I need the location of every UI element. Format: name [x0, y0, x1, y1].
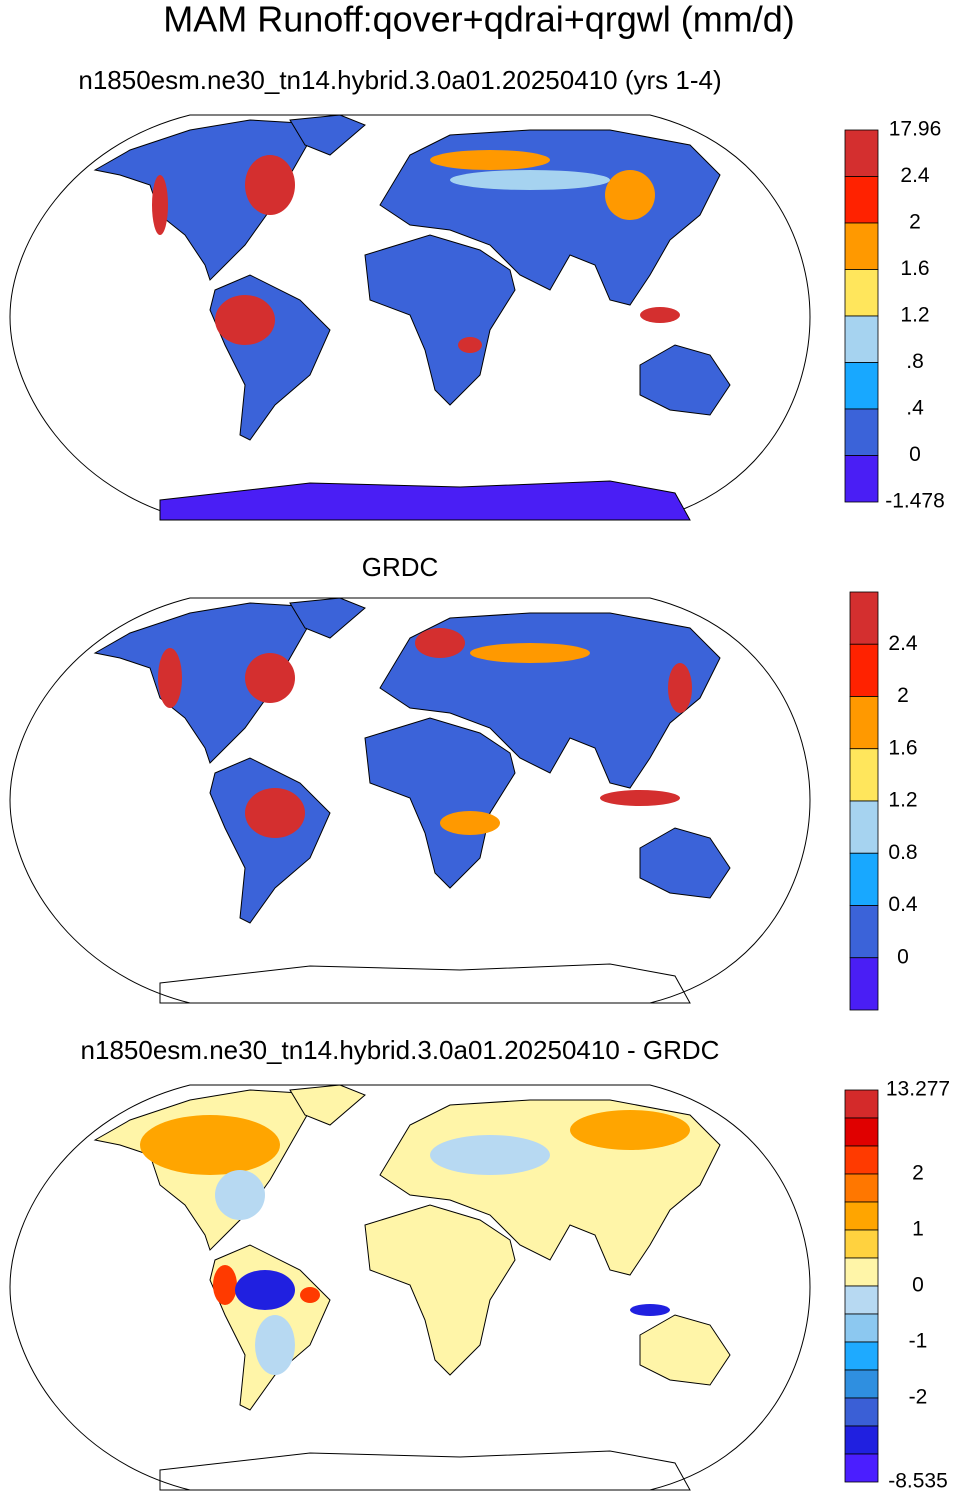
colorbar-swatch [849, 957, 879, 1011]
colorbar-swatch [849, 905, 879, 959]
colorbar-swatch [844, 1173, 879, 1203]
colorbar-swatch [844, 1453, 879, 1483]
colorbar-swatch [844, 269, 879, 317]
panel-title: GRDC [362, 552, 439, 582]
colorbar-label: 2 [897, 684, 909, 707]
colorbar-label: 0 [909, 443, 921, 466]
figure-title: MAM Runoff:qover+qdrai+qrgwl (mm/d) [163, 0, 795, 40]
colorbar-swatch [844, 408, 879, 456]
colorbar-swatch [844, 176, 879, 224]
colorbar-swatch [849, 800, 879, 854]
colorbar-label: 2 [909, 211, 921, 234]
colorbar-swatch [844, 1257, 879, 1287]
colorbar-swatch [844, 1369, 879, 1399]
colorbar-swatch [844, 1117, 879, 1147]
colorbar-label: 1.6 [900, 257, 929, 280]
colorbar-swatch [844, 1285, 879, 1315]
colorbar-label: -8.535 [888, 1470, 948, 1492]
colorbar-label: 2.4 [888, 632, 918, 655]
colorbar-swatch [844, 1229, 879, 1259]
colorbar-swatch [844, 1145, 879, 1175]
colorbar-swatch [844, 1201, 879, 1231]
colorbar-label: 0 [897, 945, 909, 968]
colorbar-swatch [844, 222, 879, 270]
panel-title: n1850esm.ne30_tn14.hybrid.3.0a01.2025041… [78, 65, 721, 95]
colorbar-swatch [844, 315, 879, 363]
colorbar-swatch [849, 696, 879, 750]
colorbar-swatch [844, 1425, 879, 1455]
colorbar-label: 1.2 [900, 304, 929, 327]
colorbar-swatch [849, 591, 879, 645]
colorbar-label: 13.277 [886, 1078, 950, 1101]
colorbar-swatch [849, 643, 879, 697]
colorbar-swatch [844, 1397, 879, 1427]
colorbar-swatch [849, 852, 879, 906]
colorbar-label: 0.4 [888, 893, 918, 916]
colorbar-swatch [844, 1341, 879, 1371]
colorbar-swatch [844, 1089, 879, 1119]
colorbar-label: 1 [912, 1218, 924, 1241]
colorbar-label: 2 [912, 1162, 924, 1185]
colorbar-swatch [844, 1313, 879, 1343]
colorbar-label: 0 [912, 1274, 924, 1297]
colorbar-swatch [849, 748, 879, 802]
map [9, 597, 811, 1004]
colorbar-label: .4 [906, 397, 924, 420]
colorbar-label: 17.96 [889, 118, 942, 141]
colorbar-swatch [844, 455, 879, 503]
colorbar-label: 1.2 [888, 789, 917, 812]
colorbar-swatch [844, 362, 879, 410]
map [9, 114, 811, 521]
colorbar-label: 2.4 [900, 164, 930, 187]
map [9, 1084, 811, 1491]
panel-title: n1850esm.ne30_tn14.hybrid.3.0a01.2025041… [81, 1035, 720, 1065]
colorbar-label: 0.8 [888, 841, 917, 864]
colorbar-label: -2 [909, 1386, 928, 1409]
colorbar-label: -1 [909, 1330, 928, 1353]
colorbar-swatch [844, 129, 879, 177]
colorbar-label: .8 [906, 350, 924, 373]
colorbar-label: -1.478 [885, 490, 945, 513]
colorbar-label: 1.6 [888, 736, 917, 759]
